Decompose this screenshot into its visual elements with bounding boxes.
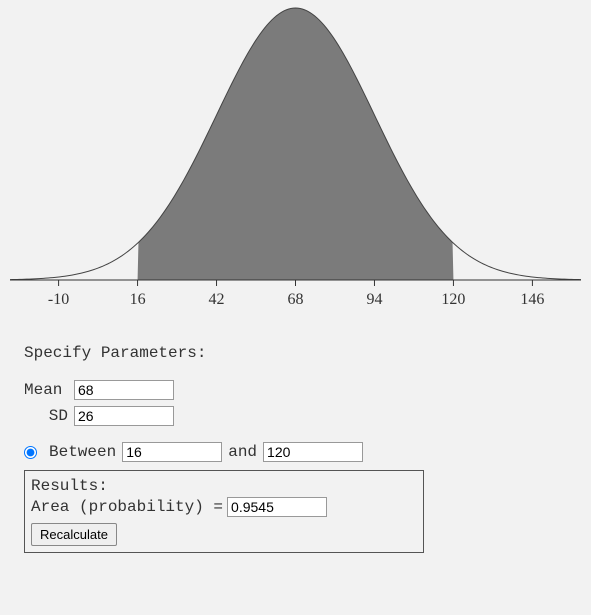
x-tick-label: 120: [441, 291, 465, 308]
between-radio[interactable]: [24, 446, 37, 459]
mean-label: Mean: [24, 381, 68, 399]
between-lo-input[interactable]: [122, 442, 222, 462]
x-tick-label: -10: [48, 291, 69, 308]
results-heading: Results:: [31, 477, 108, 495]
x-tick-label: 94: [366, 291, 382, 308]
area-output[interactable]: [227, 497, 327, 517]
x-tick-label: 42: [209, 291, 225, 308]
sd-label: SD: [24, 407, 68, 425]
and-label: and: [228, 443, 257, 461]
sd-input[interactable]: [74, 406, 174, 426]
normal-curve-chart: -10 16 42 68 94 120 146: [10, 0, 581, 320]
x-tick-label: 16: [130, 291, 146, 308]
area-label: Area (probability) =: [31, 498, 223, 516]
results-box: Results: Area (probability) = Recalculat…: [24, 470, 424, 553]
x-tick-label: 68: [288, 291, 304, 308]
recalculate-button[interactable]: Recalculate: [31, 523, 117, 546]
between-label: Between: [49, 443, 116, 461]
x-tick-label: 146: [520, 291, 544, 308]
between-hi-input[interactable]: [263, 442, 363, 462]
mean-input[interactable]: [74, 380, 174, 400]
shaded-area: [138, 8, 454, 280]
params-heading: Specify Parameters:: [24, 344, 206, 362]
